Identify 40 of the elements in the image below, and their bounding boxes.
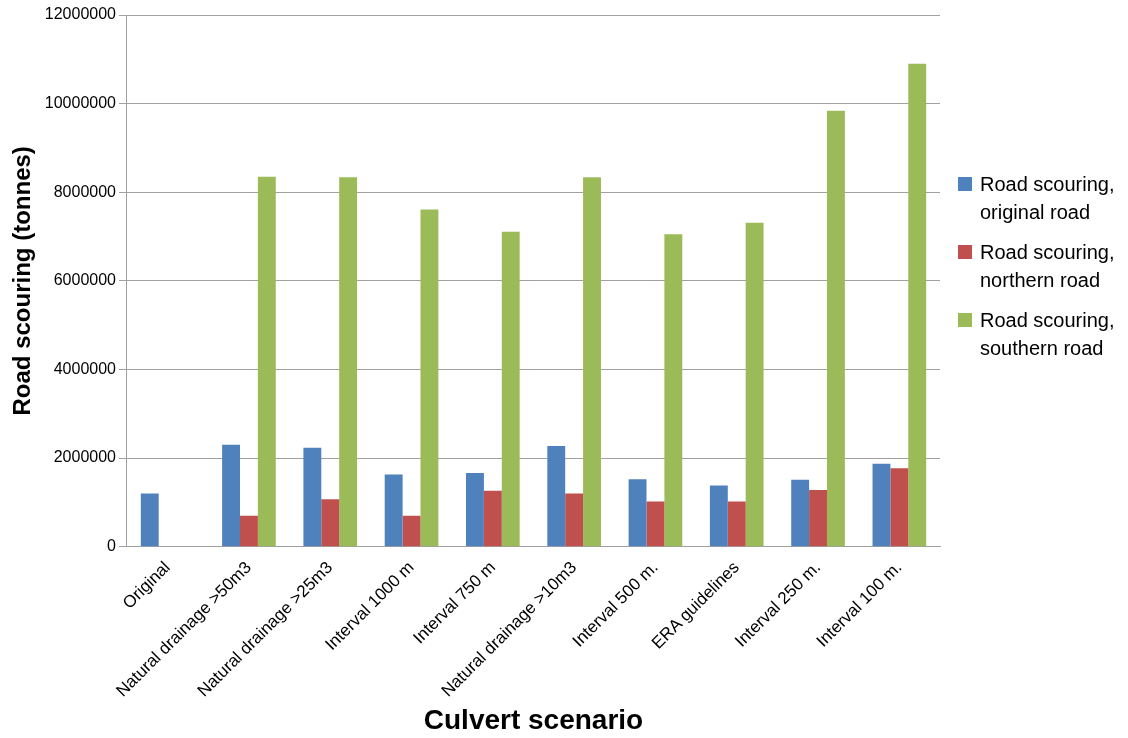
bar — [664, 234, 683, 547]
bar — [791, 479, 810, 547]
bar — [646, 501, 665, 547]
bar — [222, 444, 240, 547]
bar — [709, 485, 728, 547]
bar — [321, 499, 340, 547]
y-tick-label: 8000000 — [53, 182, 117, 200]
bar — [257, 176, 276, 547]
bar — [745, 222, 764, 547]
bar — [140, 493, 159, 547]
y-tick-label: 12000000 — [44, 5, 117, 23]
legend-label: Road scouring, northern road — [980, 240, 1116, 293]
bar — [628, 479, 647, 547]
bar — [303, 447, 322, 547]
y-tick-label: 4000000 — [53, 359, 117, 377]
bar — [384, 474, 403, 547]
bar — [240, 515, 258, 547]
bar — [501, 231, 520, 547]
bar — [402, 515, 421, 547]
bar — [466, 473, 484, 547]
y-tick-label: 0 — [107, 537, 117, 555]
bar — [872, 463, 891, 547]
bar — [565, 493, 584, 547]
y-axis-title: Road scouring (tonnes) — [8, 146, 36, 416]
legend-label: Road scouring, original road — [980, 172, 1116, 225]
bar — [908, 63, 927, 547]
bar — [583, 177, 601, 547]
bar — [420, 209, 439, 547]
bar — [547, 446, 566, 547]
y-tick-label: 10000000 — [44, 94, 117, 112]
bar — [890, 468, 909, 547]
bar — [727, 501, 746, 547]
y-tick-label: 6000000 — [53, 271, 117, 289]
bar — [483, 490, 502, 547]
bar — [826, 110, 845, 547]
bar — [809, 489, 827, 547]
bar — [339, 177, 358, 547]
legend-label: Road scouring, southern road — [980, 308, 1116, 361]
y-tick-label: 2000000 — [53, 448, 117, 466]
x-axis-title: Culvert scenario — [423, 703, 644, 735]
